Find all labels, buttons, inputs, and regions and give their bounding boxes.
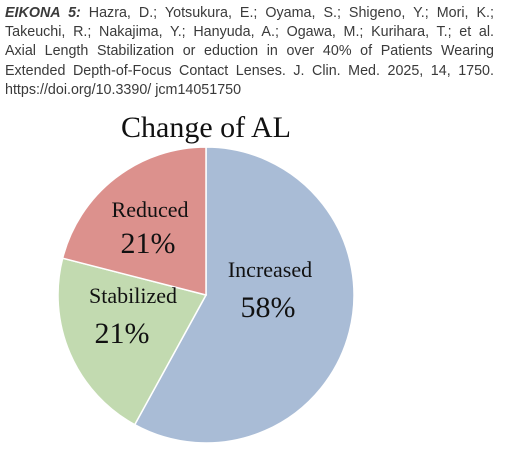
slice-label: Increased: [228, 257, 312, 282]
caption-text: Extended Depth-of-Focus Contact Lenses. …: [5, 62, 494, 79]
slice-value-label: 21%: [121, 227, 176, 260]
caption-line: Extended Depth-of-Focus Contact Lenses. …: [5, 62, 494, 81]
caption-line: Takeuchi, R.; Nakajima, Y.; Hanyuda, A.;…: [5, 23, 494, 42]
slice-value-label: 58%: [241, 291, 296, 324]
caption-text: Takeuchi, R.; Nakajima, Y.; Hanyuda, A.;…: [5, 24, 494, 41]
caption-text: Hazra, D.; Yotsukura, E.; Oyama, S.; Shi…: [88, 5, 494, 21]
caption: EIKONA 5: Hazra, D.; Yotsukura, E.; Oyam…: [5, 4, 494, 100]
caption-line: EIKONA 5: Hazra, D.; Yotsukura, E.; Oyam…: [5, 4, 494, 23]
pie-slice: [57, 257, 208, 426]
pie-slice: [133, 146, 355, 444]
caption-text: Axial Length Stabilization or eduction i…: [5, 43, 494, 60]
chart-title: Change of AL: [121, 111, 291, 144]
slice-label: Reduced: [112, 197, 189, 222]
caption-label: EIKONA 5:: [5, 5, 81, 21]
caption-text: https://doi.org/10.3390/ jcm14051750: [5, 81, 242, 98]
slice-label: Stabilized: [89, 283, 177, 308]
pie-slice: [61, 146, 207, 296]
caption-line: Axial Length Stabilization or eduction i…: [5, 42, 494, 61]
slice-value-label: 21%: [95, 317, 150, 350]
caption-line: https://doi.org/10.3390/ jcm14051750: [5, 81, 494, 100]
